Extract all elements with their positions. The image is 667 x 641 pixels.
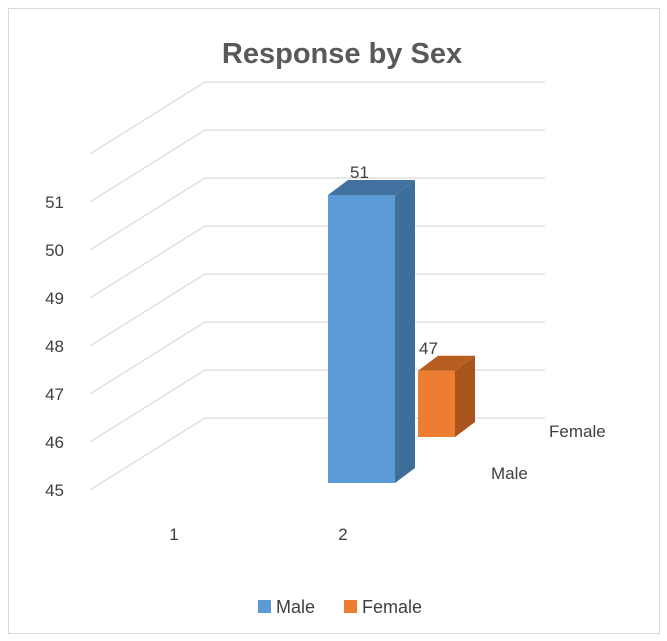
x-tick-label: 1 <box>169 525 178 544</box>
gridline <box>89 81 545 155</box>
legend-label: Female <box>362 597 422 617</box>
bar-male <box>328 180 415 483</box>
depth-axis-labels: Male Female <box>491 422 606 483</box>
legend[interactable]: Male Female <box>258 597 422 617</box>
y-tick-label: 48 <box>45 337 64 356</box>
data-label: 51 <box>350 163 369 182</box>
legend-item-female[interactable]: Female <box>344 597 422 617</box>
gridline <box>89 321 545 395</box>
gridline <box>89 177 545 251</box>
y-tick-label: 45 <box>45 481 64 500</box>
depth-axis-label: Female <box>549 422 606 441</box>
x-tick-label: 2 <box>338 525 347 544</box>
bar-top <box>418 355 475 371</box>
data-labels: 51 47 <box>350 163 438 358</box>
gridline <box>89 225 545 299</box>
y-tick-label: 47 <box>45 385 64 404</box>
legend-label: Male <box>276 597 315 617</box>
bars <box>328 180 475 483</box>
grid <box>89 81 545 491</box>
legend-swatch <box>344 600 357 613</box>
bar-top <box>328 180 415 195</box>
bar-side <box>455 355 475 437</box>
y-tick-label: 49 <box>45 289 64 308</box>
legend-item-male[interactable]: Male <box>258 597 315 617</box>
gridline <box>89 417 545 491</box>
bar-female <box>418 355 475 437</box>
gridline <box>89 129 545 203</box>
gridline <box>89 273 545 347</box>
bar-front <box>418 370 455 437</box>
bar-front <box>328 195 395 483</box>
data-label: 47 <box>419 339 438 358</box>
gridline <box>89 369 545 443</box>
y-tick-label: 50 <box>45 241 64 260</box>
legend-swatch <box>258 600 271 613</box>
y-axis-ticks: 45 46 47 48 49 50 51 <box>45 193 64 500</box>
bar-side <box>395 180 415 483</box>
y-tick-label: 51 <box>45 193 64 212</box>
y-tick-label: 46 <box>45 433 64 452</box>
chart-title: Response by Sex <box>222 38 462 70</box>
depth-axis-label: Male <box>491 464 528 483</box>
